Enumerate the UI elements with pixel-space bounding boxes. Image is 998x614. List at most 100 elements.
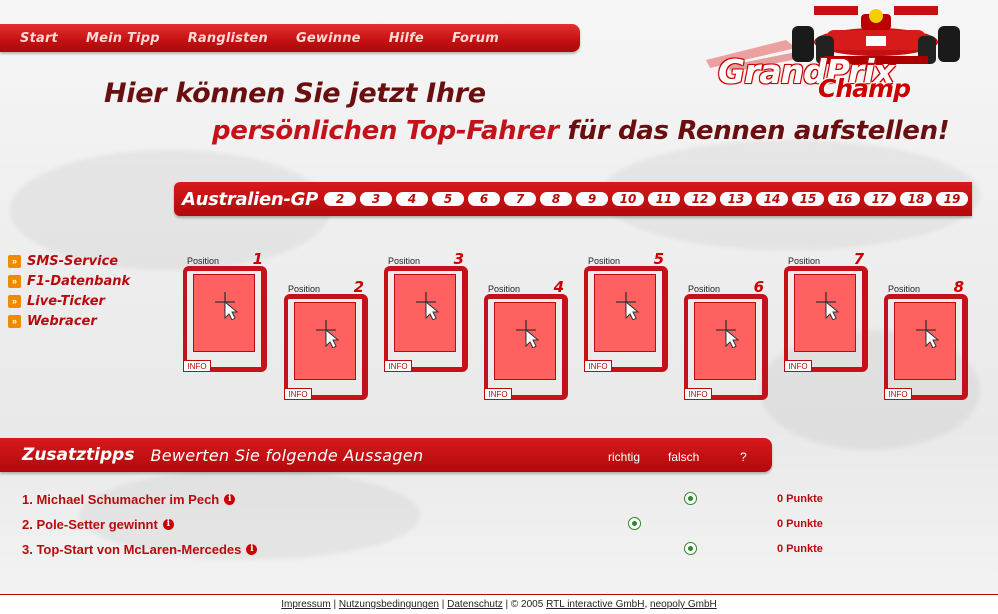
f1-car-icon [706, 6, 960, 72]
info-button[interactable]: INFO [684, 388, 712, 400]
position-label: Position [288, 284, 321, 294]
driver-drop-card[interactable] [193, 274, 255, 352]
position-label: Position [888, 284, 921, 294]
info-button[interactable]: INFO [784, 360, 812, 372]
position-number: 2 [353, 278, 364, 296]
move-cursor-icon [516, 320, 540, 348]
info-button[interactable]: INFO [584, 360, 612, 372]
race-16-button[interactable]: 16 [828, 192, 860, 206]
column-richtig: richtig [608, 450, 641, 464]
answer-falsch-radio[interactable] [684, 492, 697, 505]
sidebar-item-label: SMS-Service [27, 253, 119, 269]
driver-drop-card[interactable] [494, 302, 556, 380]
sidebar-links: » SMS-Service » F1-Datenbank » Live-Tick… [8, 251, 130, 331]
nutzungsbedingungen-link[interactable]: Nutzungsbedingungen [338, 599, 439, 610]
position-label: Position [688, 284, 721, 294]
driver-drop-card[interactable] [794, 274, 856, 352]
position-label: Position [588, 256, 621, 266]
move-cursor-icon [816, 292, 840, 320]
sidebar-item-label: F1-Datenbank [27, 273, 131, 289]
sidebar-item-webracer[interactable]: » Webracer [8, 311, 130, 331]
sidebar-item-f1-datenbank[interactable]: » F1-Datenbank [8, 271, 130, 291]
race-9-button[interactable]: 9 [576, 192, 608, 206]
race-4-button[interactable]: 4 [396, 192, 428, 206]
neopoly-link[interactable]: neopoly GmbH [650, 599, 717, 610]
driver-drop-card[interactable] [294, 302, 356, 380]
slot-frame [183, 266, 267, 372]
race-12-button[interactable]: 12 [684, 192, 716, 206]
position-label: Position [488, 284, 521, 294]
position-number: 1 [252, 250, 263, 268]
info-icon[interactable]: i [246, 543, 258, 555]
info-button[interactable]: INFO [884, 388, 912, 400]
headline-line2: persönlichen Top-Fahrer für das Rennen a… [212, 116, 950, 146]
race-14-button[interactable]: 14 [756, 192, 788, 206]
race-13-button[interactable]: 13 [720, 192, 752, 206]
race-5-button[interactable]: 5 [432, 192, 464, 206]
slot-frame [884, 294, 968, 400]
impressum-link[interactable]: Impressum [281, 599, 331, 610]
info-button[interactable]: INFO [484, 388, 512, 400]
points-value: 0 Punkte [777, 543, 823, 555]
nav-start[interactable]: Start [20, 30, 58, 46]
info-button[interactable]: INFO [384, 360, 412, 372]
move-cursor-icon [215, 292, 239, 320]
position-label: Position [788, 256, 821, 266]
nav-gewinne[interactable]: Gewinne [296, 30, 361, 46]
answer-falsch-radio[interactable] [684, 542, 697, 555]
race-18-button[interactable]: 18 [900, 192, 932, 206]
nav-forum[interactable]: Forum [451, 30, 499, 46]
info-button[interactable]: INFO [284, 388, 312, 400]
position-slot-1: Position 1 INFO [183, 250, 267, 374]
slot-frame [384, 266, 468, 372]
race-8-button[interactable]: 8 [540, 192, 572, 206]
zusatztipps-bar: Zusatztipps Bewerten Sie folgende Aussag… [0, 438, 772, 472]
info-button[interactable]: INFO [183, 360, 211, 372]
driver-drop-card[interactable] [594, 274, 656, 352]
question-row-3: 3. Top-Start von McLaren-Mercedes i [22, 540, 258, 558]
zusatztipps-subtitle: Bewerten Sie folgende Aussagen [150, 445, 424, 465]
race-17-button[interactable]: 17 [864, 192, 896, 206]
points-value: 0 Punkte [777, 518, 823, 530]
answer-richtig-radio[interactable] [628, 517, 641, 530]
column-falsch: falsch [668, 450, 700, 464]
position-number: 6 [753, 278, 764, 296]
driver-drop-card[interactable] [394, 274, 456, 352]
nav-ranglisten[interactable]: Ranglisten [187, 30, 268, 46]
headline-line1: Hier können Sie jetzt Ihre [104, 78, 486, 109]
zusatztipps-title: Zusatztipps [22, 445, 135, 465]
race-2-button[interactable]: 2 [324, 192, 356, 206]
double-arrow-icon: » [8, 254, 21, 268]
current-gp-label[interactable]: Australien-GP [182, 188, 318, 210]
race-6-button[interactable]: 6 [468, 192, 500, 206]
slot-frame [684, 294, 768, 400]
position-label: Position [388, 256, 421, 266]
sidebar-item-sms-service[interactable]: » SMS-Service [8, 251, 130, 271]
race-10-button[interactable]: 10 [612, 192, 644, 206]
logo-champ-text: Champ [818, 74, 911, 103]
info-icon[interactable]: i [224, 493, 236, 505]
position-number: 5 [653, 250, 664, 268]
position-number: 4 [553, 278, 564, 296]
headline-rest: für das Rennen aufstellen! [558, 116, 950, 146]
race-15-button[interactable]: 15 [792, 192, 824, 206]
race-19-button[interactable]: 19 [936, 192, 968, 206]
driver-drop-card[interactable] [894, 302, 956, 380]
datenschutz-link[interactable]: Datenschutz [447, 599, 503, 610]
race-7-button[interactable]: 7 [504, 192, 536, 206]
points-value: 0 Punkte [777, 493, 823, 505]
race-3-button[interactable]: 3 [360, 192, 392, 206]
nav-hilfe[interactable]: Hilfe [388, 30, 424, 46]
question-row-1: 1. Michael Schumacher im Pech i [22, 490, 236, 508]
headline-highlight: persönlichen Top-Fahrer [212, 116, 559, 146]
footer-separator: | [333, 599, 337, 610]
footer: Impressum | Nutzungsbedingungen | Datens… [0, 594, 998, 614]
position-slot-6: Position 6 INFO [684, 278, 768, 402]
rtl-link[interactable]: RTL interactive GmbH [546, 599, 645, 610]
nav-mein-tipp[interactable]: Mein Tipp [85, 30, 160, 46]
driver-drop-card[interactable] [694, 302, 756, 380]
move-cursor-icon [616, 292, 640, 320]
sidebar-item-live-ticker[interactable]: » Live-Ticker [8, 291, 130, 311]
info-icon[interactable]: i [162, 518, 174, 530]
race-11-button[interactable]: 11 [648, 192, 680, 206]
